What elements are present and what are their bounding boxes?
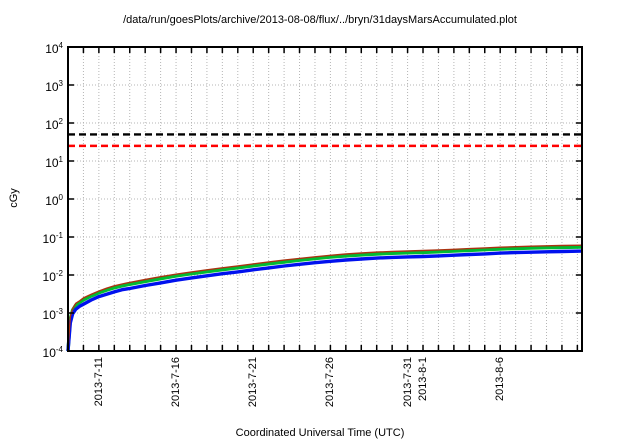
accumulated-dose-green-curve (66, 245, 583, 352)
grid-lines (68, 47, 582, 351)
x-tick-label: 2013-8-1 (417, 357, 429, 402)
x-tick-label: 2013-7-11 (92, 357, 105, 407)
y-tick-label: 10-3 (42, 307, 63, 322)
x-tick-label: 2013-8-6 (494, 357, 507, 402)
y-tick-label: 104 (45, 41, 63, 56)
accumulated-dose-blue-curve (66, 249, 583, 352)
y-tick-label: 100 (45, 193, 63, 208)
x-tick-label: 2013-7-21 (247, 357, 260, 408)
x-tick-label: 2013-7-31 (401, 357, 414, 408)
chart-title: /data/run/goesPlots/archive/2013-08-08/f… (123, 14, 517, 26)
y-tick-label: 102 (45, 117, 63, 132)
x-tick-label: 2013-7-26 (324, 357, 337, 408)
y-tick-label: 10-2 (42, 269, 63, 284)
y-tick-label: 103 (45, 79, 63, 94)
accumulated-dose-thin-red-curve (67, 244, 583, 352)
x-axis-title: Coordinated Universal Time (UTC) (235, 427, 405, 439)
y-tick-label: 10-4 (42, 345, 63, 360)
y-tick-label: 10-1 (42, 231, 63, 246)
y-tick-label: 101 (45, 155, 63, 170)
x-tick-label: 2013-7-16 (170, 357, 183, 408)
tick-marks (68, 47, 582, 351)
